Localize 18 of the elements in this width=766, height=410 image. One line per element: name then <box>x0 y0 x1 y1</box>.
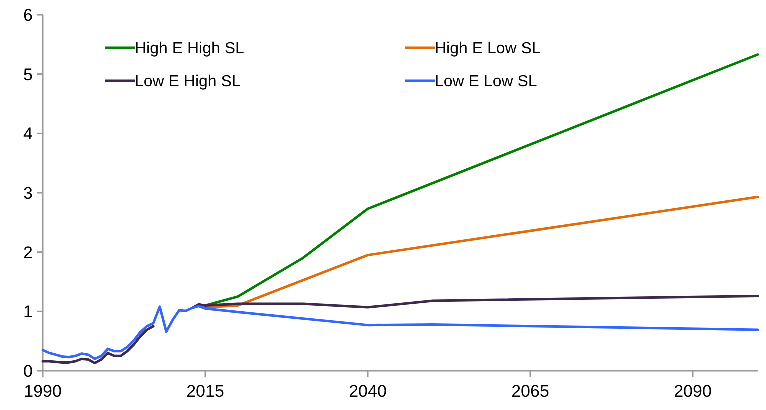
x-tick-label: 2015 <box>186 382 224 401</box>
legend-label: High E Low SL <box>435 40 541 58</box>
y-tick-label: 6 <box>24 6 33 25</box>
y-tick-label: 3 <box>24 184 33 203</box>
line-series <box>42 305 760 360</box>
legend-label: Low E Low SL <box>435 74 538 91</box>
x-tick-label: 2065 <box>512 382 550 401</box>
y-tick-label: 5 <box>24 65 33 84</box>
line-series <box>204 196 760 309</box>
y-tick-label: 0 <box>24 362 33 381</box>
y-tick-label: 4 <box>24 124 33 144</box>
x-tick-label: 2040 <box>349 382 387 401</box>
x-tick-label: 1990 <box>24 382 62 401</box>
y-tick-label: 1 <box>24 302 33 322</box>
y-tick-label: 2 <box>24 243 33 262</box>
legend-label: Low E High SL <box>135 74 241 91</box>
x-tick-label: 2090 <box>674 382 712 401</box>
legend-label: High E High SL <box>135 40 244 58</box>
